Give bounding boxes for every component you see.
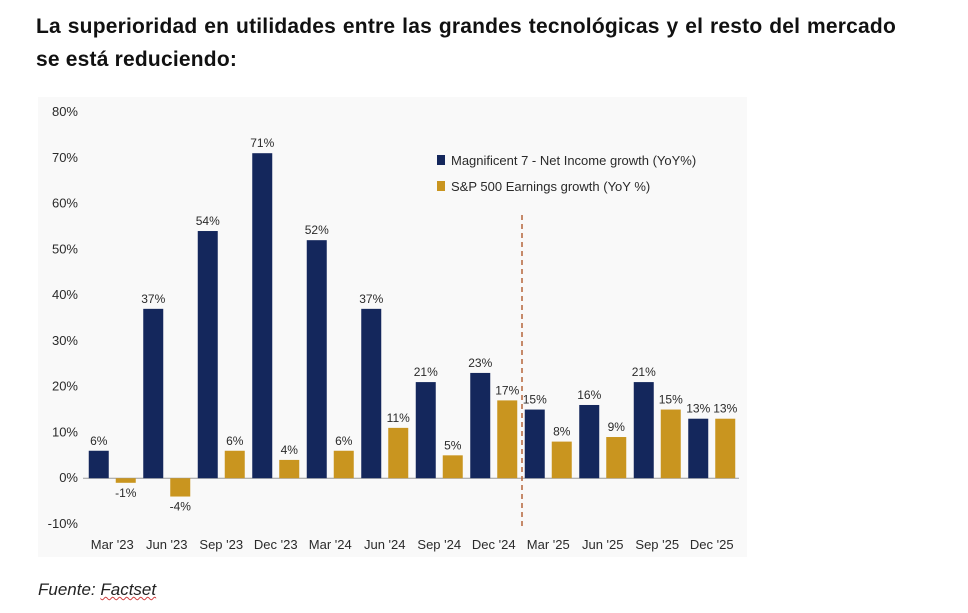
x-tick-label: Dec '24 (472, 537, 516, 552)
x-tick-label: Sep '25 (635, 537, 679, 552)
bar-mag7 (306, 240, 327, 479)
bar-mag7 (688, 418, 709, 479)
x-tick-label: Sep '23 (199, 537, 243, 552)
y-tick-label: 70% (52, 150, 78, 165)
bar-mag7 (252, 153, 273, 479)
data-label-sp500: 9% (608, 420, 626, 434)
source-name: Factset (100, 580, 157, 599)
legend-swatch-mag7 (437, 155, 445, 165)
data-label-mag7: 71% (250, 136, 274, 150)
bar-mag7 (633, 382, 654, 479)
data-label-mag7: 52% (305, 223, 329, 237)
data-label-mag7: 13% (686, 402, 710, 416)
data-label-mag7: 15% (523, 393, 547, 407)
bar-mag7 (143, 308, 164, 479)
data-label-mag7: 37% (359, 292, 383, 306)
y-tick-label: 80% (52, 104, 78, 119)
data-label-sp500: 11% (387, 411, 410, 425)
data-label-sp500: -4% (170, 500, 192, 514)
legend-label-sp500: S&P 500 Earnings growth (YoY %) (451, 179, 650, 194)
x-tick-label: Mar '23 (91, 537, 134, 552)
data-label-mag7: 54% (196, 214, 220, 228)
data-label-mag7: 6% (90, 434, 108, 448)
data-label-sp500: 17% (495, 383, 519, 397)
y-tick-label: 30% (52, 333, 78, 348)
legend-label-mag7: Magnificent 7 - Net Income growth (YoY%) (451, 153, 696, 168)
data-label-sp500: 6% (226, 434, 244, 448)
x-tick-label: Dec '25 (690, 537, 734, 552)
bar-sp500 (388, 427, 409, 479)
y-tick-label: 20% (52, 379, 78, 394)
bar-mag7 (524, 409, 545, 479)
bar-mag7 (197, 231, 218, 479)
y-tick-label: 10% (52, 424, 78, 439)
x-tick-label: Mar '24 (309, 537, 352, 552)
data-label-mag7: 23% (468, 356, 492, 370)
y-tick-label: -10% (48, 516, 79, 531)
source-prefix: Fuente: (38, 580, 101, 599)
data-label-sp500: 6% (335, 434, 353, 448)
data-label-mag7: 21% (632, 365, 656, 379)
bar-chart: 80% 70% 60% 50% 40% 30% 20% 10% 0% -10% 6% -1% Mar '… (48, 104, 739, 552)
bar-sp500 (715, 418, 736, 479)
legend-swatch-sp500 (437, 181, 445, 191)
x-tick-label: Jun '23 (146, 537, 188, 552)
bar-mag7 (88, 450, 109, 479)
y-tick-label: 0% (59, 470, 78, 485)
data-label-sp500: 15% (659, 393, 683, 407)
bar-sp500 (170, 478, 191, 497)
bar-sp500 (333, 450, 354, 479)
bar-sp500 (551, 441, 572, 479)
data-label-sp500: 4% (281, 443, 299, 457)
bar-mag7 (415, 382, 436, 479)
y-tick-label: 60% (52, 196, 78, 211)
x-tick-label: Sep '24 (417, 537, 461, 552)
x-tick-label: Jun '24 (364, 537, 406, 552)
bar-sp500 (606, 437, 627, 479)
bar-sp500 (660, 409, 681, 479)
x-tick-label: Mar '25 (527, 537, 570, 552)
data-label-mag7: 21% (414, 365, 438, 379)
y-tick-label: 40% (52, 287, 78, 302)
data-label-sp500: 13% (713, 402, 737, 416)
x-tick-label: Jun '25 (582, 537, 624, 552)
source-note: Fuente: Factset (38, 580, 156, 600)
bar-sp500 (442, 455, 463, 479)
data-label-sp500: 5% (444, 438, 462, 452)
bar-mag7 (361, 308, 382, 479)
y-tick-label: 50% (52, 241, 78, 256)
page-title: La superioridad en utilidades entre las … (36, 15, 896, 71)
data-label-mag7: 37% (141, 292, 165, 306)
bar-sp500 (224, 450, 245, 479)
bar-mag7 (470, 372, 491, 479)
bar-sp500 (115, 478, 136, 483)
bar-sp500 (497, 400, 518, 479)
bar-sp500 (279, 459, 300, 479)
data-label-mag7: 16% (577, 388, 601, 402)
chart-panel: 80% 70% 60% 50% 40% 30% 20% 10% 0% -10% 6% -1% Mar '… (38, 97, 747, 557)
data-label-sp500: 8% (553, 425, 571, 439)
data-label-sp500: -1% (115, 486, 137, 500)
bar-mag7 (579, 404, 600, 479)
x-tick-label: Dec '23 (254, 537, 298, 552)
